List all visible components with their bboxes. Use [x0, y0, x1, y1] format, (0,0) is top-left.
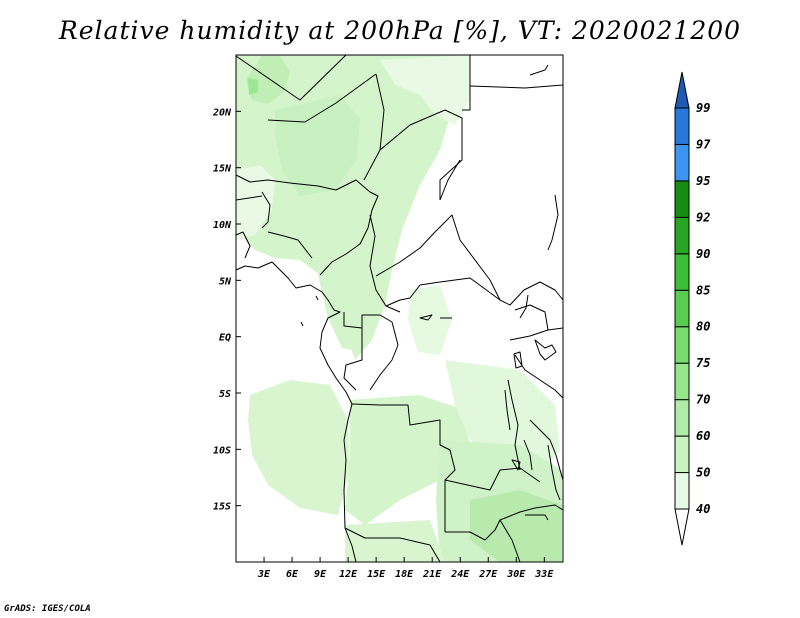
- lat-tick-label: 15S: [213, 502, 231, 513]
- lon-tick-label: 30E: [506, 569, 526, 580]
- colorbar-level-label: 70: [696, 393, 710, 407]
- latitude-axis: 20N 15N 10N 5N EQ 5S 10S 15S: [212, 107, 241, 513]
- colorbar-bin: [674, 399, 690, 437]
- colorbar-bin: [674, 253, 690, 291]
- colorbar-bin: [674, 362, 690, 401]
- lon-tick-label: 15E: [367, 569, 386, 580]
- longitude-axis: 3E 6E 9E 12E 15E 18E 21E 24E 27E 30E 33E: [257, 557, 554, 580]
- lon-tick-label: 6E: [286, 569, 299, 580]
- lon-tick-label: 3E: [257, 569, 271, 580]
- lat-tick-label: EQ: [219, 333, 231, 344]
- lat-tick-label: 15N: [213, 164, 232, 175]
- lon-tick-label: 27E: [478, 569, 498, 580]
- colorbar-level-label: 50: [696, 466, 710, 480]
- lat-tick-label: 5N: [219, 276, 232, 287]
- colorbar-level-label: 90: [696, 247, 710, 261]
- colorbar-level-label: 97: [696, 137, 711, 151]
- colorbar-bin: [674, 326, 690, 364]
- colorbar-bin: [674, 435, 690, 474]
- colorbar-bin: [674, 143, 690, 182]
- humidity-field: [236, 55, 562, 562]
- lon-tick-label: 33E: [534, 569, 554, 580]
- colorbar-bin: [674, 180, 690, 218]
- page-title: Relative humidity at 200hPa [%], VT: 202…: [58, 16, 742, 45]
- colorbar-bin: [674, 71, 690, 109]
- lon-tick-label: 21E: [422, 569, 442, 580]
- colorbar-level-label: 60: [696, 429, 710, 443]
- colorbar-level-label: 40: [696, 502, 710, 516]
- colorbar-bin: [674, 508, 690, 546]
- grads-credit: GrADS: IGES/COLA: [4, 604, 91, 614]
- colorbar-level-label: 85: [696, 283, 710, 297]
- lat-tick-label: 10N: [213, 220, 232, 231]
- colorbar-level-label: 80: [696, 320, 710, 334]
- colorbar-bin: [674, 472, 690, 510]
- colorbar-level-label: 99: [696, 101, 710, 115]
- lat-tick-label: 10S: [213, 445, 231, 456]
- colorbar-level-label: 75: [696, 356, 710, 370]
- lon-tick-label: 24E: [450, 569, 470, 580]
- colorbar-bin: [674, 289, 690, 328]
- country-borders: [235, 54, 564, 563]
- lat-tick-label: 20N: [212, 107, 232, 118]
- lon-tick-label: 9E: [314, 569, 327, 580]
- colorbar-bin: [674, 216, 690, 255]
- colorbar-bin: [674, 107, 690, 145]
- lon-tick-label: 18E: [395, 569, 414, 580]
- colorbar: 40 50 60 70 75 80 85 90 92 95 97 99: [674, 71, 711, 546]
- map-frame: [235, 54, 564, 563]
- lat-tick-label: 5S: [219, 389, 231, 400]
- colorbar-level-label: 95: [696, 174, 710, 188]
- colorbar-level-label: 92: [696, 210, 710, 224]
- lon-tick-label: 12E: [339, 569, 358, 580]
